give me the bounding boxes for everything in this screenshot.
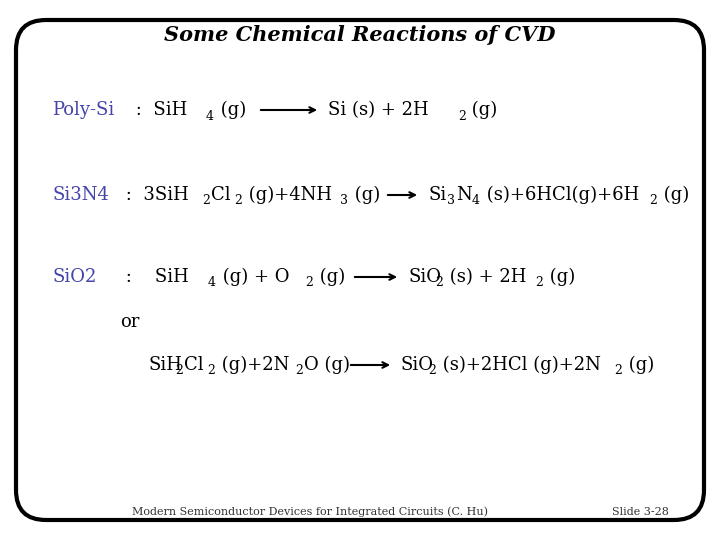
Text: 3: 3 [340, 194, 348, 207]
Text: SiO2: SiO2 [52, 268, 96, 286]
Text: (g) + O: (g) + O [217, 268, 289, 286]
Text: 2: 2 [428, 364, 436, 377]
Text: :  3SiH: : 3SiH [120, 186, 189, 204]
Text: (s)+2HCl (g)+2N: (s)+2HCl (g)+2N [437, 356, 601, 374]
Text: N: N [456, 186, 472, 204]
Text: (g)+2N: (g)+2N [216, 356, 289, 374]
Text: (g): (g) [215, 101, 246, 119]
Text: 3: 3 [447, 194, 455, 207]
Text: 4: 4 [206, 110, 214, 123]
Text: (g): (g) [623, 356, 654, 374]
Text: 2: 2 [234, 194, 242, 207]
Text: 4: 4 [208, 276, 216, 289]
Text: 2: 2 [649, 194, 657, 207]
Text: Poly-Si: Poly-Si [52, 101, 114, 119]
Text: 2: 2 [535, 276, 543, 289]
Text: (s)+6HCl(g)+6H: (s)+6HCl(g)+6H [481, 186, 639, 204]
Text: 2: 2 [295, 364, 303, 377]
Text: 2: 2 [207, 364, 215, 377]
Text: (s) + 2H: (s) + 2H [444, 268, 526, 286]
Text: Si3N4: Si3N4 [52, 186, 109, 204]
Text: 4: 4 [472, 194, 480, 207]
Text: (g)+4NH: (g)+4NH [243, 186, 332, 204]
Text: (g): (g) [349, 186, 380, 204]
Text: Si: Si [428, 186, 446, 204]
Text: SiO: SiO [401, 356, 434, 374]
Text: Slide 3-28: Slide 3-28 [611, 507, 668, 517]
Text: 2: 2 [614, 364, 622, 377]
Text: :  SiH: : SiH [130, 101, 187, 119]
Text: 2: 2 [435, 276, 443, 289]
Text: 2: 2 [305, 276, 313, 289]
Text: (g): (g) [466, 101, 498, 119]
FancyBboxPatch shape [16, 20, 704, 520]
Text: SiH: SiH [148, 356, 182, 374]
Text: :    SiH: : SiH [120, 268, 189, 286]
Text: 2: 2 [202, 194, 210, 207]
Text: (g): (g) [658, 186, 689, 204]
Text: (g): (g) [314, 268, 346, 286]
Text: or: or [120, 313, 140, 331]
Text: (g): (g) [544, 268, 575, 286]
Text: Cl: Cl [211, 186, 230, 204]
Text: 2: 2 [458, 110, 466, 123]
Text: 2: 2 [175, 364, 183, 377]
Text: Modern Semiconductor Devices for Integrated Circuits (C. Hu): Modern Semiconductor Devices for Integra… [132, 507, 488, 517]
Text: O (g): O (g) [304, 356, 350, 374]
Text: SiO: SiO [408, 268, 441, 286]
Text: Cl: Cl [184, 356, 204, 374]
Text: Some Chemical Reactions of CVD: Some Chemical Reactions of CVD [164, 25, 556, 45]
Text: Si (s) + 2H: Si (s) + 2H [328, 101, 428, 119]
